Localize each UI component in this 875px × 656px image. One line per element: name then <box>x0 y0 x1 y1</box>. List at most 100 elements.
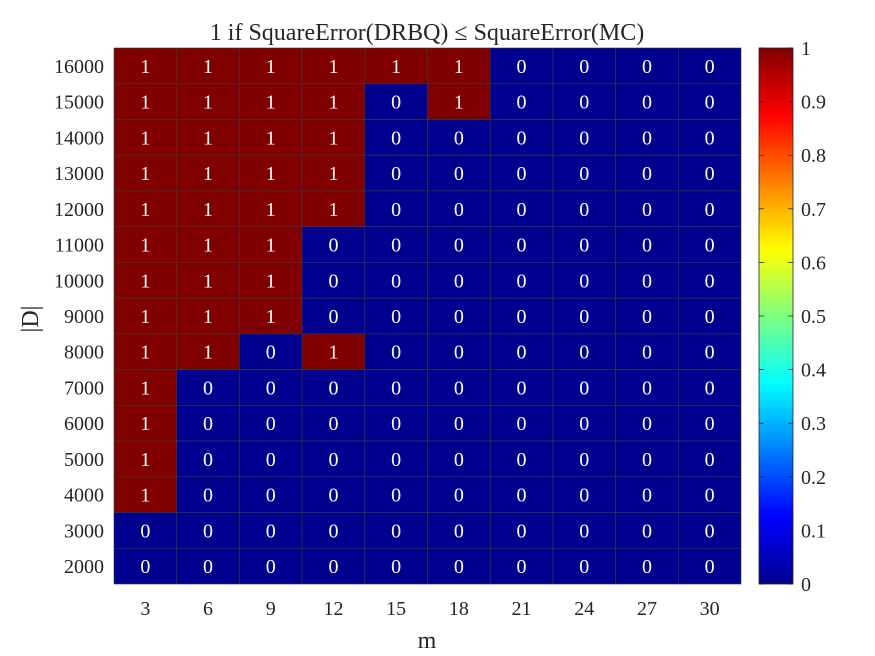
heatmap-cell <box>239 405 303 442</box>
heatmap-cell <box>677 369 742 406</box>
cell-value-label: 0 <box>705 520 715 542</box>
heatmap-cell <box>615 262 679 299</box>
heatmap-cell <box>113 47 178 85</box>
cell-value-label: 1 <box>140 377 150 399</box>
y-tick-label: 7000 <box>64 377 104 399</box>
heatmap-cell <box>427 440 491 478</box>
heatmap-cell <box>677 190 742 227</box>
colorbar <box>758 47 794 585</box>
x-tick-label: 6 <box>203 598 213 620</box>
x-axis-ticks: 3 6 9 12 15 18 21 24 27 30 <box>140 598 719 620</box>
cell-value-label: 0 <box>579 270 589 292</box>
cell-value-label: 1 <box>328 92 338 114</box>
heatmap-cell <box>677 476 742 513</box>
heatmap-cell <box>239 547 303 585</box>
cell-value-label: 0 <box>328 270 338 292</box>
y-tick-label: 2000 <box>64 556 104 578</box>
heatmap-cell <box>427 154 491 192</box>
cell-value-label: 0 <box>517 377 527 399</box>
colorbar-tick-label: 0.3 <box>801 413 826 435</box>
heatmap-cell <box>301 226 366 263</box>
cell-value-label: 0 <box>517 127 527 149</box>
cell-value-label: 0 <box>517 56 527 78</box>
heatmap-cell <box>552 190 616 227</box>
heatmap-cell <box>176 297 240 335</box>
heatmap-cell <box>176 512 240 549</box>
heatmap-cell <box>677 262 742 299</box>
cell-value-label: 0 <box>705 342 715 364</box>
chart-title: 1 if SquareError(DRBQ) ≤ SquareError(MC) <box>210 20 644 46</box>
cell-value-label: 0 <box>391 270 401 292</box>
x-tick-label: 3 <box>140 598 150 620</box>
colorbar-tick-label: 0.6 <box>801 252 826 274</box>
cell-value-label: 0 <box>517 92 527 114</box>
heatmap-cell <box>176 119 240 156</box>
colorbar-tick-label: 0.1 <box>801 520 826 542</box>
y-tick-label: 11000 <box>55 235 104 257</box>
cell-value-label: 0 <box>579 342 589 364</box>
cell-value-label: 0 <box>705 413 715 435</box>
heatmap-cell <box>113 154 178 192</box>
heatmap-cells: 1 1 1 1 1 1 0 0 0 0 1 1 1 1 0 1 0 0 0 0 1 1 1 1 0 0 0 0 0 0 1 1 1 1 0 0 0 0 0 0… <box>113 47 742 585</box>
colorbar-tick-label: 0.4 <box>801 360 826 382</box>
heatmap-cell <box>677 154 742 192</box>
colorbar-ticks: 0 0.1 0.2 0.3 0.4 0.5 0.6 0.7 0.8 0.9 1 <box>759 38 826 596</box>
cell-value-label: 0 <box>642 413 652 435</box>
cell-value-label: 0 <box>642 556 652 578</box>
heatmap-cell <box>364 547 428 585</box>
cell-value-label: 1 <box>203 342 213 364</box>
heatmap-cell <box>364 297 428 335</box>
cell-value-label: 1 <box>140 270 150 292</box>
cell-value-label: 0 <box>391 92 401 114</box>
cell-value-label: 0 <box>642 520 652 542</box>
cell-value-label: 0 <box>203 556 213 578</box>
heatmap-cell <box>552 476 616 513</box>
cell-value-label: 0 <box>642 485 652 507</box>
cell-value-label: 1 <box>203 92 213 114</box>
cell-value-label: 0 <box>266 485 276 507</box>
heatmap-cell <box>489 119 554 156</box>
y-tick-label: 10000 <box>54 270 104 292</box>
heatmap-cell <box>615 154 679 192</box>
heatmap-cell <box>677 333 742 370</box>
heatmap-cell <box>489 154 554 192</box>
cell-value-label: 0 <box>391 127 401 149</box>
cell-value-label: 1 <box>203 235 213 257</box>
cell-value-label: 0 <box>642 377 652 399</box>
heatmap-cell <box>176 440 240 478</box>
cell-value-label: 0 <box>391 235 401 257</box>
heatmap-cell <box>301 476 366 513</box>
cell-value-label: 1 <box>328 199 338 221</box>
heatmap-cell <box>239 119 303 156</box>
heatmap-cell <box>364 190 428 227</box>
cell-value-label: 0 <box>391 306 401 328</box>
cell-value-label: 0 <box>579 485 589 507</box>
cell-value-label: 0 <box>203 377 213 399</box>
heatmap-cell <box>176 190 240 227</box>
heatmap-cell <box>427 83 491 120</box>
colorbar-tick-label: 0.8 <box>801 145 826 167</box>
cell-value-label: 0 <box>579 199 589 221</box>
y-tick-label: 3000 <box>64 520 104 542</box>
x-tick-label: 21 <box>512 598 532 620</box>
heatmap-cell <box>301 262 366 299</box>
cell-value-label: 1 <box>140 413 150 435</box>
cell-value-label: 0 <box>705 556 715 578</box>
heatmap-cell <box>552 405 616 442</box>
heatmap-cell <box>364 154 428 192</box>
heatmap-cell <box>176 405 240 442</box>
heatmap-cell <box>552 154 616 192</box>
cell-value-label: 1 <box>203 163 213 185</box>
cell-value-label: 0 <box>705 270 715 292</box>
heatmap-cell <box>615 369 679 406</box>
x-tick-label: 15 <box>386 598 406 620</box>
heatmap-cell <box>364 440 428 478</box>
heatmap-cell <box>427 476 491 513</box>
x-tick-label: 18 <box>449 598 469 620</box>
heatmap-cell <box>427 47 491 85</box>
cell-value-label: 0 <box>642 163 652 185</box>
cell-value-label: 1 <box>266 56 276 78</box>
cell-value-label: 0 <box>140 520 150 542</box>
cell-value-label: 0 <box>391 556 401 578</box>
